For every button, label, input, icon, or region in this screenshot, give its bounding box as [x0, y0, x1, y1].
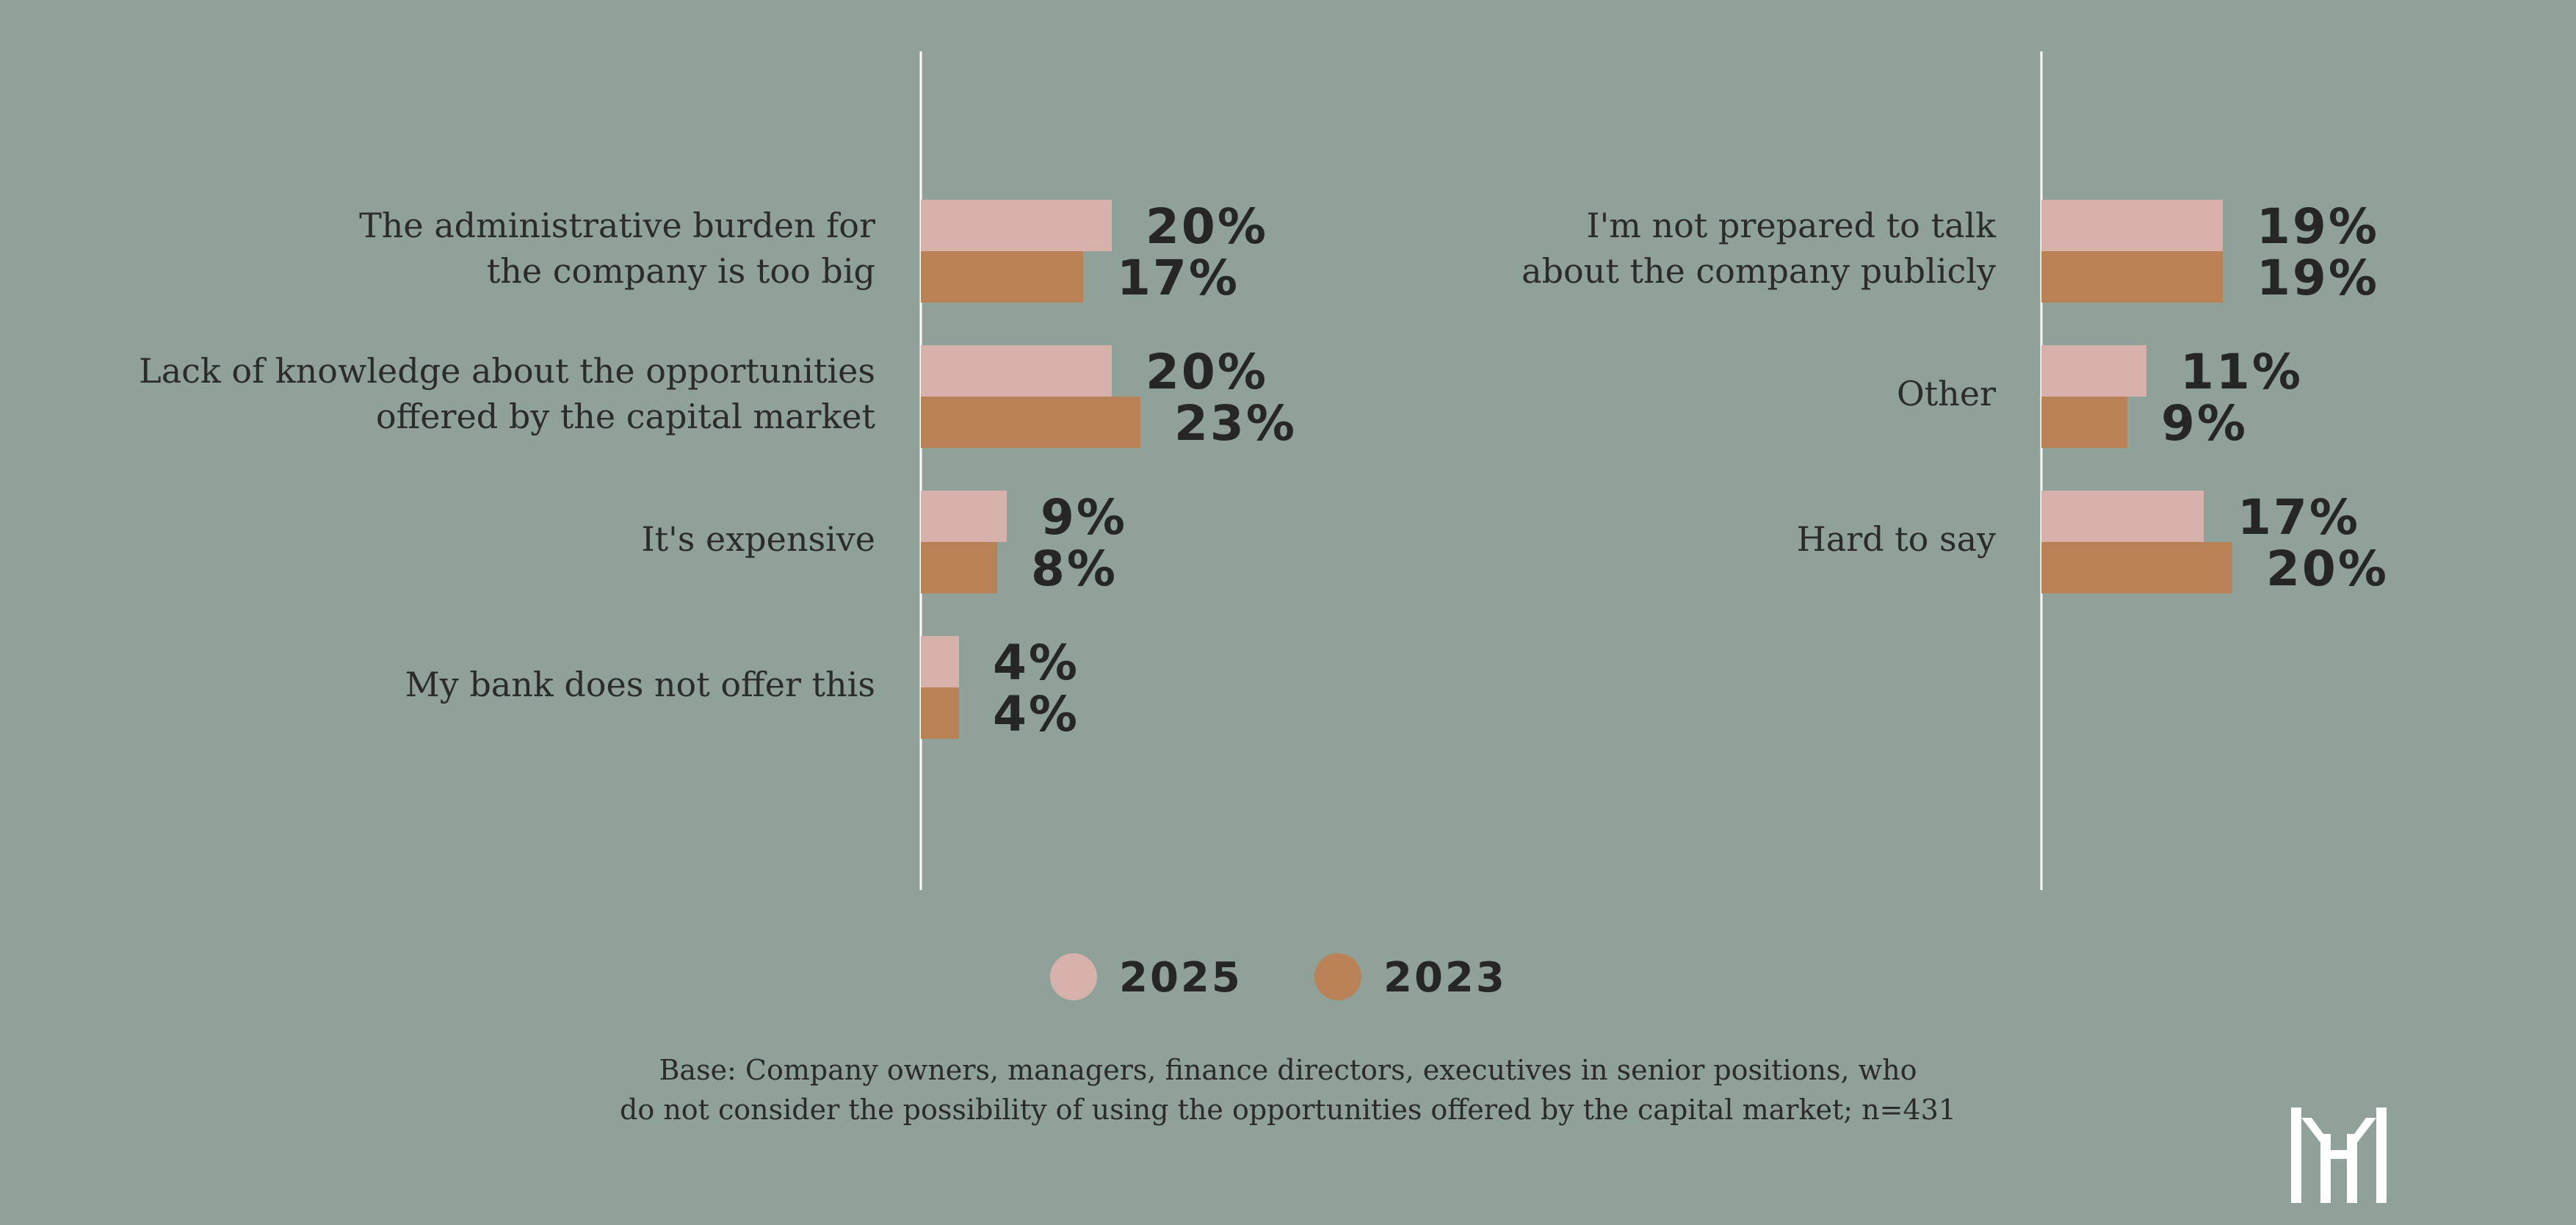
footnote-line-1: Base: Company owners, managers, finance … — [659, 1054, 1917, 1086]
category-label-line: Other — [1897, 374, 1996, 413]
category-label-line: Hard to say — [1797, 519, 1996, 559]
bar-2025 — [921, 491, 1007, 542]
category-label: My bank does not offer this — [405, 665, 875, 704]
value-label-2023: 8% — [1031, 541, 1118, 597]
value-label-2023: 4% — [993, 686, 1079, 742]
category-label: Hard to say — [1797, 519, 1996, 559]
bar-2023 — [921, 687, 959, 739]
bar-2025 — [2041, 345, 2146, 397]
value-label-2025: 17% — [2237, 489, 2360, 546]
bar-2025 — [921, 200, 1112, 251]
value-label-2023: 20% — [2266, 541, 2389, 597]
category-label: The administrative burden for the company… — [359, 206, 875, 291]
legend-swatch-2023 — [1314, 953, 1361, 1000]
value-label-2025: 20% — [1146, 198, 1268, 255]
value-label-2025: 19% — [2257, 198, 2379, 255]
category-label: It's expensive — [641, 519, 875, 559]
category-label-line: about the company publicly — [1522, 251, 1996, 291]
chart-panel-2: I'm not prepared to talk about the compan… — [1522, 51, 2389, 890]
category-label-line: offered by the capital market — [376, 397, 876, 436]
brand-logo-icon — [2291, 1107, 2387, 1203]
value-label-2025: 4% — [993, 635, 1079, 691]
value-label-2025: 11% — [2180, 344, 2303, 400]
legend-label-2023: 2023 — [1383, 954, 1507, 1002]
legend: 2025 2023 — [1050, 953, 1507, 1002]
value-label-2023: 19% — [2257, 250, 2379, 306]
category-label-line: It's expensive — [641, 519, 875, 559]
bar-2025 — [921, 345, 1112, 397]
category-label: Lack of knowledge about the opportunitie… — [139, 351, 875, 436]
category-label-line: Lack of knowledge about the opportunitie… — [139, 351, 875, 391]
value-label-2025: 9% — [1041, 489, 1127, 546]
bar-2023 — [2041, 397, 2127, 448]
value-label-2023: 17% — [1117, 250, 1240, 306]
category-label: I'm not prepared to talk about the compan… — [1522, 206, 1997, 291]
category-label-line: My bank does not offer this — [405, 665, 875, 704]
category-label-line: The administrative burden for — [359, 206, 875, 245]
legend-swatch-2025 — [1050, 953, 1097, 1000]
bar-2023 — [2041, 542, 2232, 593]
bar-2023 — [2041, 251, 2223, 303]
bar-2025 — [2041, 200, 2223, 251]
bar-2023 — [921, 397, 1140, 448]
bar-2025 — [2041, 491, 2204, 542]
value-label-2023: 23% — [1174, 395, 1297, 452]
category-label-line: the company is too big — [487, 251, 875, 291]
category-label-line: I'm not prepared to talk — [1586, 206, 1997, 245]
chart-panel-1: The administrative burden for the company… — [139, 51, 1297, 890]
footnote-line-2: do not consider the possibility of using… — [620, 1094, 1956, 1126]
value-label-2025: 20% — [1146, 344, 1268, 400]
value-label-2023: 9% — [2161, 395, 2248, 452]
bar-2023 — [921, 542, 997, 593]
bar-2025 — [921, 636, 959, 687]
category-label: Other — [1897, 374, 1996, 413]
legend-label-2025: 2025 — [1119, 954, 1242, 1002]
bar-2023 — [921, 251, 1083, 303]
